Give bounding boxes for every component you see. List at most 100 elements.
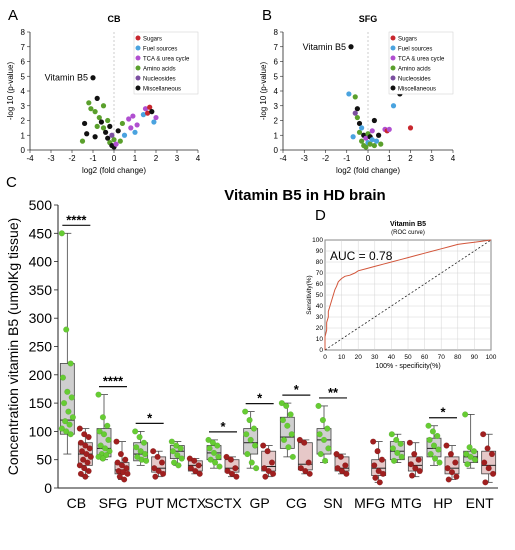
boxplot-point — [481, 459, 488, 466]
cb-volcano-point — [79, 138, 86, 144]
boxplot-point — [233, 473, 240, 480]
boxplot-point — [343, 470, 350, 477]
sfg-volcano-xtick-label: 2 — [408, 154, 413, 163]
roc-chart: 00 10 10 20 20 30 30 40 40 50 50 60 60 70 70 80 80 90 90 10… — [306, 221, 497, 370]
cb-volcano-xlabel: log2 (fold change) — [82, 166, 146, 175]
sfg-volcano-ytick-label: 4 — [274, 87, 279, 96]
boxplot-point — [178, 455, 185, 462]
boxplot-point — [463, 450, 470, 458]
boxplot-title: Vitamin B5 in HD brain — [224, 187, 385, 204]
cb-volcano-point — [94, 95, 100, 101]
boxplot-ytick-label: 250 — [29, 339, 53, 355]
roc-xtick-label: 90 — [471, 354, 479, 361]
boxplot-point — [205, 436, 212, 443]
boxplot-point — [394, 449, 401, 456]
sfg-volcano-ylabel: -log 10 (p-value) — [259, 62, 268, 121]
sfg-volcano-point — [390, 103, 397, 109]
boxplot-point — [317, 450, 324, 458]
boxplot-category-label: MFG — [354, 495, 385, 511]
sfg-volcano-ytick-label: 2 — [274, 117, 279, 126]
boxplot-point — [260, 442, 267, 449]
boxplot-point — [68, 394, 75, 401]
cb-volcano-point — [153, 114, 159, 121]
significance-label: * — [294, 382, 300, 397]
boxplot-point — [169, 448, 176, 455]
cb-volcano-title: CB — [108, 14, 121, 24]
sfg-volcano-xtick-label: 0 — [366, 154, 371, 163]
boxplot-point — [232, 465, 239, 472]
cb-volcano-point — [113, 141, 119, 147]
cb-volcano-plot: CB 0 1 2 3 4 5 6 7 8 -4 -3 -2 -1 0 1 2 3 4 log2 (fold chang… — [6, 14, 201, 175]
cb-volcano-legend-marker — [135, 55, 141, 61]
boxplot-point — [99, 414, 106, 421]
boxplot-point — [117, 450, 124, 458]
sfg-volcano-xtick-label: 3 — [430, 154, 435, 163]
boxplot-ytick-label: 50 — [36, 452, 52, 468]
boxplot-point — [87, 453, 94, 460]
cb-volcano-point — [109, 132, 115, 138]
roc-ytick-label: 90 — [316, 248, 324, 255]
boxplot-point — [297, 465, 304, 472]
boxplot-point — [154, 453, 161, 460]
boxplot-point — [136, 434, 143, 441]
boxplot-point — [58, 230, 65, 237]
sfg-volcano-xtick-label: 1 — [387, 154, 392, 163]
boxplot-point — [215, 453, 222, 460]
boxplot-point — [305, 459, 312, 466]
cb-volcano-point — [145, 110, 151, 116]
roc-xtick-label: 0 — [323, 354, 327, 361]
cb-volcano-point — [92, 109, 98, 115]
sfg-volcano-point — [352, 94, 358, 100]
cb-volcano-point — [130, 113, 136, 119]
boxplot-point — [285, 444, 292, 451]
boxplot-point — [228, 470, 236, 477]
sfg-volcano-legend-label: TCA & urea cycle — [398, 57, 445, 63]
boxplot-point — [324, 425, 331, 432]
cb-volcano-xtick-label: 1 — [133, 154, 138, 163]
boxplot-point — [390, 457, 398, 464]
boxplot-point — [102, 445, 109, 452]
cb-volcano-xtick-label: -3 — [47, 154, 55, 163]
sfg-volcano-point — [371, 117, 377, 124]
cb-volcano-legend-label: Fuel sources — [143, 47, 177, 53]
boxplot-point — [430, 442, 438, 449]
boxplot-point — [62, 418, 69, 425]
boxplot-category-label: CG — [286, 495, 307, 511]
boxplot-point — [262, 473, 269, 480]
boxplot-point — [140, 439, 148, 446]
cb-volcano-ytick-label: 1 — [21, 131, 26, 140]
boxplot-point — [137, 448, 144, 455]
boxplot-point — [374, 448, 381, 455]
cb-volcano-ytick-label: 2 — [21, 117, 26, 126]
boxplot-point — [69, 414, 76, 421]
boxplot-point — [160, 470, 167, 477]
boxplot-point — [490, 470, 497, 477]
significance-label: * — [440, 405, 446, 420]
cb-volcano-point — [107, 123, 113, 129]
boxplot-point — [63, 428, 70, 435]
cb-volcano-xtick-label: 2 — [154, 154, 159, 163]
cb-volcano-point — [105, 135, 111, 141]
boxplot-point — [209, 439, 216, 446]
sfg-volcano-point — [356, 129, 363, 135]
cb-volcano-xtick-label: 4 — [196, 154, 201, 163]
cb-volcano-point — [100, 103, 107, 109]
cb-volcano-point — [151, 119, 157, 125]
boxplot-point — [253, 465, 260, 472]
boxplot-point — [250, 425, 258, 432]
roc-ytick-label: 100 — [312, 237, 323, 244]
boxplot-point — [408, 472, 416, 479]
boxplot-point — [82, 473, 89, 480]
cb-volcano-legend-label: Amino acids — [143, 67, 176, 73]
boxplot: Vitamin B5 in HD brain050100150200250300… — [5, 187, 498, 511]
sfg-volcano-point — [378, 141, 384, 147]
roc-ytick-label: 30 — [316, 314, 324, 321]
boxplot-point — [316, 431, 323, 438]
cb-volcano-ytick-label: 4 — [21, 87, 26, 96]
boxplot-point — [261, 465, 268, 472]
boxplot-point — [407, 461, 414, 468]
boxplot-point — [77, 439, 84, 446]
boxplot-point — [389, 445, 396, 452]
boxplot-point — [214, 442, 221, 449]
boxplot-point — [59, 374, 66, 381]
